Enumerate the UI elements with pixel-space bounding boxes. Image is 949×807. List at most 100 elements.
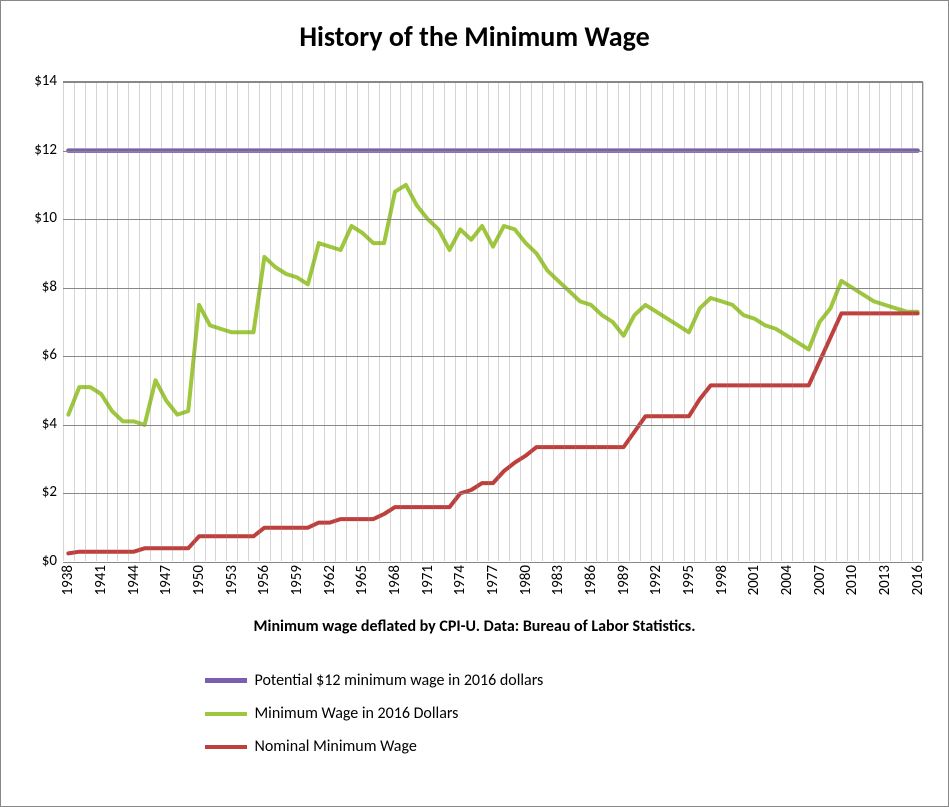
gridline-v bbox=[520, 82, 521, 561]
gridline-v bbox=[890, 82, 891, 561]
gridline-v bbox=[270, 82, 271, 561]
legend-swatch bbox=[205, 745, 247, 749]
gridline-v bbox=[281, 82, 282, 561]
gridline-v bbox=[433, 82, 434, 561]
gridline-v bbox=[694, 82, 695, 561]
x-tick-label: 1995 bbox=[680, 565, 698, 595]
x-tick-label: 1965 bbox=[353, 565, 371, 595]
x-tick-label: 1950 bbox=[190, 565, 208, 595]
y-axis-labels: $0$2$4$6$8$10$12$14 bbox=[1, 81, 57, 561]
chart-lines bbox=[63, 82, 923, 562]
gridline-v bbox=[292, 82, 293, 561]
gridline-v bbox=[596, 82, 597, 561]
gridline-v bbox=[618, 82, 619, 561]
gridline-v bbox=[836, 82, 837, 561]
y-tick-label: $4 bbox=[42, 415, 57, 433]
y-tick-label: $2 bbox=[42, 483, 57, 501]
chart-subtitle: Minimum wage deflated by CPI-U. Data: Bu… bbox=[1, 617, 948, 636]
gridline-v bbox=[553, 82, 554, 561]
y-tick-label: $0 bbox=[42, 552, 57, 570]
gridline-v bbox=[771, 82, 772, 561]
gridline-v bbox=[117, 82, 118, 561]
legend: Potential $12 minimum wage in 2016 dolla… bbox=[1, 671, 948, 770]
plot-area bbox=[63, 81, 923, 561]
gridline-v bbox=[684, 82, 685, 561]
gridline-v bbox=[607, 82, 608, 561]
x-tick-label: 1956 bbox=[255, 565, 273, 595]
gridline-v bbox=[901, 82, 902, 561]
y-tick-label: $8 bbox=[42, 278, 57, 296]
gridline-v bbox=[63, 82, 64, 561]
gridline-v bbox=[302, 82, 303, 561]
gridline-v bbox=[150, 82, 151, 561]
gridline-v bbox=[825, 82, 826, 561]
x-tick-label: 1998 bbox=[713, 565, 731, 595]
x-tick-label: 1992 bbox=[647, 565, 665, 595]
gridline-v bbox=[738, 82, 739, 561]
gridline-v bbox=[324, 82, 325, 561]
gridline-v bbox=[400, 82, 401, 561]
gridline-v bbox=[662, 82, 663, 561]
x-tick-label: 1941 bbox=[92, 565, 110, 595]
gridline-v bbox=[466, 82, 467, 561]
gridline-v bbox=[651, 82, 652, 561]
gridline-v bbox=[869, 82, 870, 561]
gridline-v bbox=[814, 82, 815, 561]
legend-item: Nominal Minimum Wage bbox=[205, 737, 745, 756]
gridline-v bbox=[749, 82, 750, 561]
chart-container: History of the Minimum Wage $0 $2 $4 $6 $8 $1… bbox=[0, 0, 949, 807]
gridline-v bbox=[183, 82, 184, 561]
legend-item: Minimum Wage in 2016 Dollars bbox=[205, 704, 745, 723]
gridline-v bbox=[85, 82, 86, 561]
gridline-v bbox=[74, 82, 75, 561]
legend-swatch bbox=[205, 678, 247, 683]
x-tick-label: 1953 bbox=[223, 565, 241, 595]
gridline-v bbox=[727, 82, 728, 561]
legend-item: Potential $12 minimum wage in 2016 dolla… bbox=[205, 671, 745, 690]
gridline-v bbox=[912, 82, 913, 561]
legend-swatch bbox=[205, 712, 247, 716]
gridline-v bbox=[107, 82, 108, 561]
gridline-v bbox=[488, 82, 489, 561]
x-tick-label: 2016 bbox=[909, 565, 927, 595]
gridline-v bbox=[858, 82, 859, 561]
gridline-v bbox=[248, 82, 249, 561]
y-tick-label: $14 bbox=[34, 72, 57, 90]
gridline-v bbox=[673, 82, 674, 561]
gridline-v bbox=[640, 82, 641, 561]
gridline-v bbox=[346, 82, 347, 561]
y-tick-label: $12 bbox=[34, 141, 57, 159]
x-tick-label: 2013 bbox=[876, 565, 894, 595]
x-tick-label: 2007 bbox=[811, 565, 829, 595]
x-tick-label: 1938 bbox=[59, 565, 77, 595]
chart-title: History of the Minimum Wage bbox=[1, 19, 948, 54]
y-tick-label: $6 bbox=[42, 346, 57, 364]
x-tick-label: 2010 bbox=[843, 565, 861, 595]
gridline-v bbox=[803, 82, 804, 561]
x-tick-label: 1947 bbox=[157, 565, 175, 595]
gridline-v bbox=[705, 82, 706, 561]
gridline-v bbox=[564, 82, 565, 561]
x-tick-label: 1962 bbox=[321, 565, 339, 595]
gridline-v bbox=[215, 82, 216, 561]
gridline-v bbox=[357, 82, 358, 561]
legend-label: Minimum Wage in 2016 Dollars bbox=[255, 704, 459, 723]
gridline-v bbox=[498, 82, 499, 561]
gridline-v bbox=[313, 82, 314, 561]
gridline-v bbox=[172, 82, 173, 561]
gridline-v bbox=[477, 82, 478, 561]
gridline-v bbox=[237, 82, 238, 561]
gridline-v bbox=[335, 82, 336, 561]
x-tick-label: 2004 bbox=[778, 565, 796, 595]
gridline-v bbox=[509, 82, 510, 561]
gridline-v bbox=[128, 82, 129, 561]
y-tick-label: $10 bbox=[34, 209, 57, 227]
gridline-v bbox=[411, 82, 412, 561]
gridline-v bbox=[226, 82, 227, 561]
gridline-v bbox=[542, 82, 543, 561]
gridline-v bbox=[586, 82, 587, 561]
x-tick-label: 2001 bbox=[745, 565, 763, 595]
x-tick-label: 1989 bbox=[615, 565, 633, 595]
x-axis-labels: 1938194119441947195019531956195919621965… bbox=[63, 565, 923, 625]
x-tick-label: 1974 bbox=[451, 565, 469, 595]
